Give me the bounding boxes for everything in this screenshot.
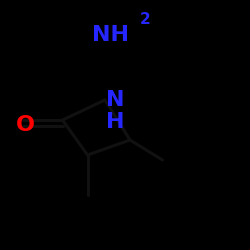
- Text: 2: 2: [140, 12, 150, 28]
- Text: H: H: [106, 112, 124, 132]
- Text: O: O: [16, 115, 34, 135]
- Text: NH: NH: [92, 25, 128, 45]
- Text: N: N: [106, 90, 124, 110]
